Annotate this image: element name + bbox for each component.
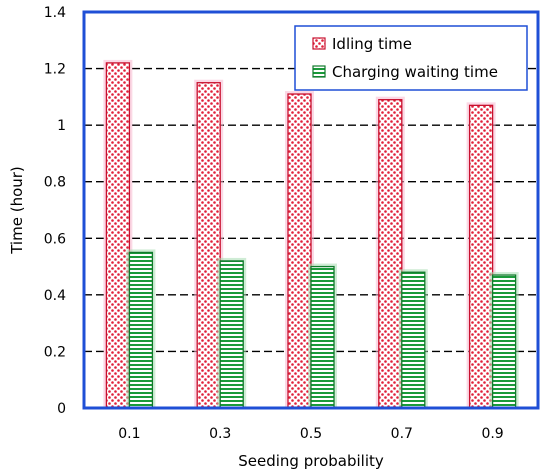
x-axis-title: Seeding probability: [238, 452, 384, 470]
x-axis-ticks: 0.1 0.3 0.5 0.7 0.9: [118, 426, 503, 442]
y-tick-label: 0.2: [44, 344, 66, 360]
x-tick-label: 0.9: [481, 426, 503, 442]
y-tick-label: 0.8: [44, 175, 66, 191]
bars: [103, 59, 519, 409]
plot-frame: [82, 10, 540, 410]
y-tick-label: 0.4: [44, 288, 66, 304]
legend-swatch-charging-waiting-time: [312, 65, 326, 78]
bar-idling-time: [378, 99, 403, 409]
x-tick-label: 0.7: [391, 426, 413, 442]
bar-idling-time: [287, 93, 312, 409]
x-tick-label: 0.1: [118, 426, 140, 442]
y-tick-label: 1.4: [44, 5, 66, 21]
y-tick-label: 1.2: [44, 62, 66, 78]
bar-charging-waiting-time: [491, 274, 517, 409]
bar-charging-waiting-time: [401, 271, 426, 409]
legend-label-charging-waiting-time: Charging waiting time: [332, 63, 498, 81]
bar-charging-waiting-time: [310, 265, 335, 409]
legend: Idling time Charging waiting time: [294, 25, 528, 91]
y-tick-label: 0: [57, 401, 66, 417]
bar-idling-time: [196, 82, 221, 409]
bar-idling-time: [105, 62, 131, 409]
x-tick-label: 0.3: [209, 426, 231, 442]
y-tick-label: 1: [57, 118, 66, 134]
legend-box: [294, 25, 528, 91]
bar-charging-waiting-time: [219, 260, 244, 409]
y-axis-title: Time (hour): [8, 166, 26, 255]
bar-charging-waiting-time: [128, 251, 154, 409]
x-tick-label: 0.5: [300, 426, 322, 442]
y-tick-label: 0.6: [44, 231, 66, 247]
legend-swatch-idling-time: [312, 37, 326, 50]
y-axis-ticks: 0 0.2 0.4 0.6 0.8 1 1.2 1.4: [44, 5, 66, 417]
bar-idling-time: [468, 104, 494, 409]
legend-label-idling-time: Idling time: [332, 35, 412, 53]
